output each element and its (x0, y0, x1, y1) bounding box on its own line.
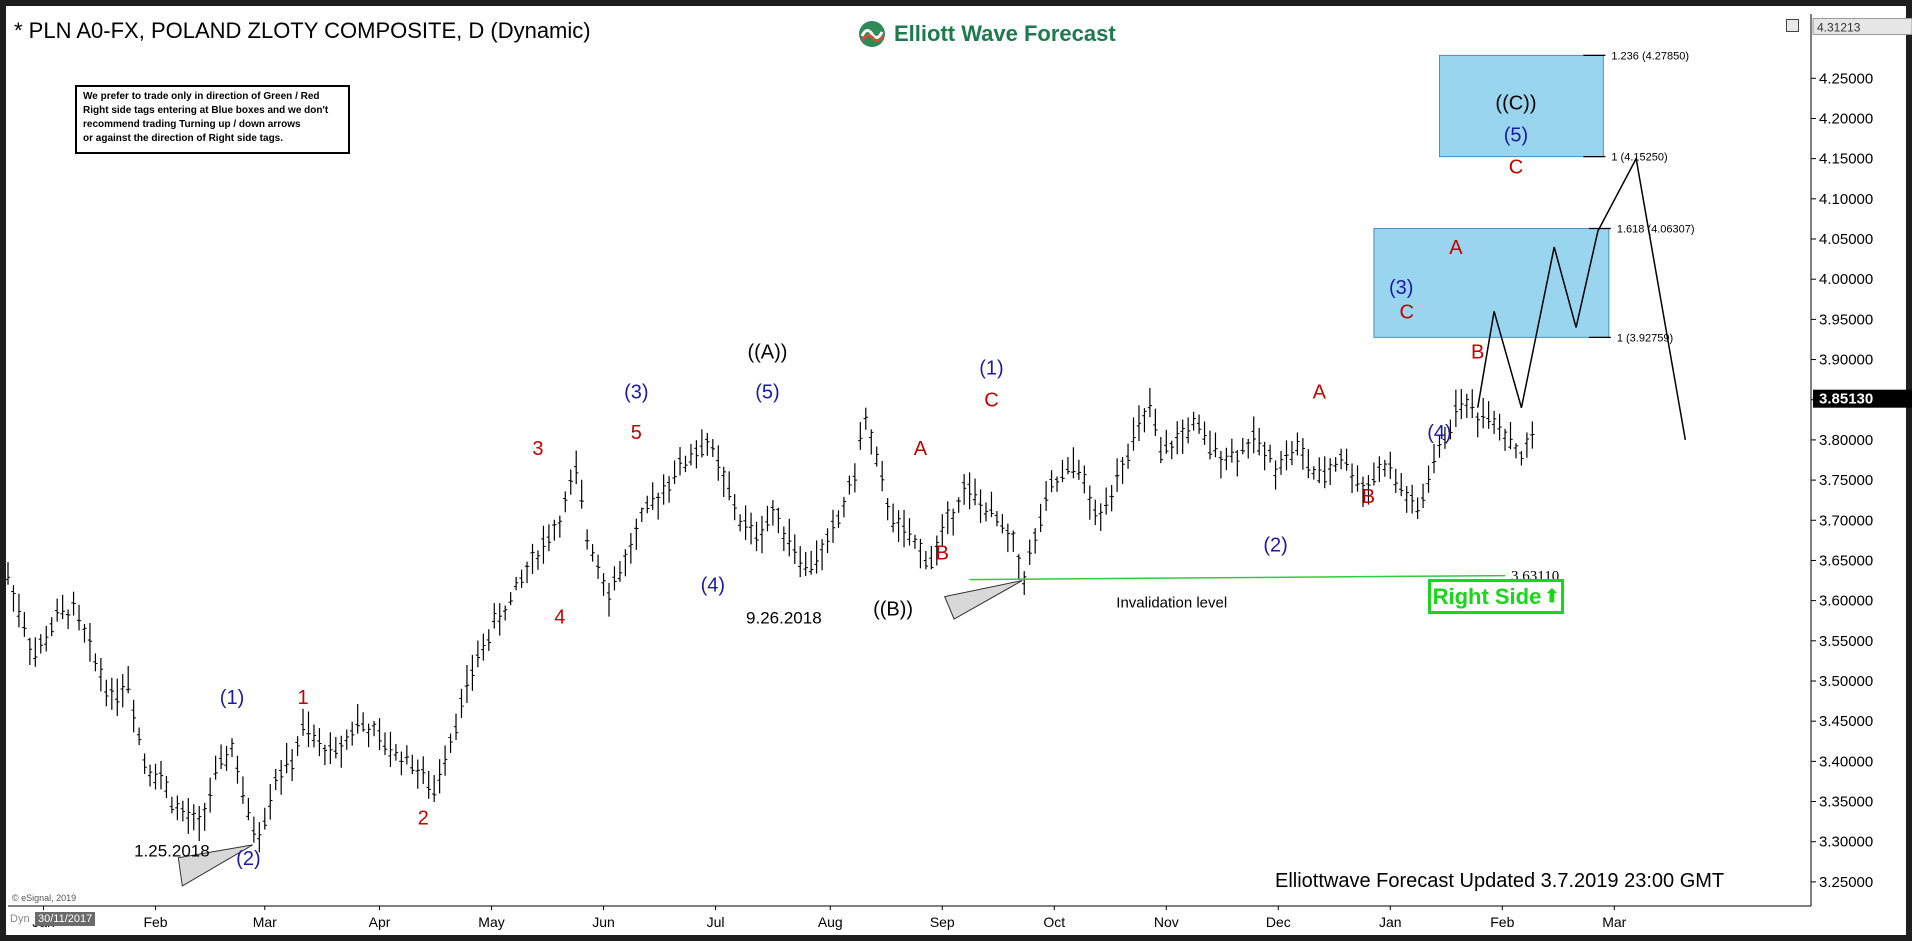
pointer-1-25-2018 (177, 844, 253, 887)
copyright-notice: © eSignal, 2019 (12, 893, 77, 903)
month-label: Oct (1043, 914, 1065, 930)
start-date-box[interactable]: 30/11/2017 (35, 912, 96, 926)
month-label: Jul (707, 914, 725, 930)
month-label: Nov (1154, 914, 1179, 930)
up-arrow-icon: ⬆ (1544, 586, 1560, 606)
month-label: May (478, 914, 504, 930)
brand-logo: Elliott Wave Forecast (858, 20, 1116, 48)
wave-label: B (1471, 342, 1484, 364)
dyn-label[interactable]: Dyn (10, 913, 30, 925)
wave-label: (4) (701, 575, 725, 597)
month-label: Jun (592, 914, 615, 930)
wave-label: ((C)) (1495, 92, 1536, 114)
month-label: Apr (369, 914, 391, 930)
month-label: Aug (818, 914, 843, 930)
price-tick-label: 4.25000 (1819, 70, 1873, 87)
wave-label: C (1399, 301, 1413, 323)
wave-label: (3) (624, 382, 648, 404)
wave-label: (5) (755, 382, 779, 404)
top-price-label: 4.31213 (1817, 20, 1861, 34)
wave-label: 5 (631, 422, 642, 444)
fib-level-label: 1 (3.92759) (1617, 332, 1673, 344)
price-tick-label: 3.25000 (1819, 874, 1873, 891)
fib-level-label: 1.618 (4.06307) (1617, 224, 1695, 236)
note-line: We prefer to trade only in direction of … (83, 91, 320, 102)
wave-label: (2) (236, 848, 260, 870)
month-label: Feb (143, 914, 167, 930)
price-tick-label: 3.80000 (1819, 432, 1873, 449)
price-tick-label: 3.35000 (1819, 794, 1873, 811)
wave-label: A (1313, 382, 1327, 404)
note-line: recommend trading Turning up / down arro… (83, 119, 301, 130)
wave-label: (1) (979, 358, 1003, 380)
price-tick-label: 3.45000 (1819, 713, 1873, 730)
wave-label: (5) (1504, 125, 1528, 147)
price-tick-label: 3.65000 (1819, 552, 1873, 569)
price-tick-label: 3.55000 (1819, 633, 1873, 650)
price-tick-label: 3.30000 (1819, 834, 1873, 851)
right-side-label: Right Side (1432, 583, 1542, 609)
price-tick-label: 4.05000 (1819, 231, 1873, 248)
price-tick-label: 3.75000 (1819, 472, 1873, 489)
price-tick-label: 4.00000 (1819, 271, 1873, 288)
month-label: Jan (1379, 914, 1402, 930)
wave-label: 2 (418, 808, 429, 830)
blue-target-box (1373, 228, 1610, 338)
brand-name: Elliott Wave Forecast (894, 21, 1116, 46)
wave-label: 1 (297, 687, 308, 709)
price-tick-label: 3.70000 (1819, 512, 1873, 529)
current-price-label: 3.85130 (1819, 391, 1873, 408)
elliott-wave-logo-icon (859, 21, 885, 47)
price-tick-label: 3.50000 (1819, 673, 1873, 690)
right-side-tag: Right Side ⬆ (1428, 579, 1564, 614)
price-tick-label: 3.90000 (1819, 352, 1873, 369)
price-tick-label: 4.10000 (1819, 191, 1873, 208)
wave-label: B (1362, 486, 1375, 508)
current-price-box (1813, 389, 1912, 408)
wave-label: ((B)) (873, 599, 913, 621)
wave-label: 4 (554, 607, 565, 629)
wave-label: B (936, 542, 949, 564)
price-tick-label: 3.40000 (1819, 753, 1873, 770)
wave-label: 1.25.2018 (134, 842, 210, 861)
wave-label: 3 (532, 438, 543, 460)
price-tick-label: 3.60000 (1819, 593, 1873, 610)
wave-label: (3) (1389, 277, 1413, 299)
projection-path (1476, 156, 1687, 441)
wave-label: A (914, 438, 928, 460)
fib-level-label: 1.236 (4.27850) (1611, 50, 1689, 62)
chart-menu-icon[interactable] (1786, 19, 1799, 32)
updated-timestamp: Elliottwave Forecast Updated 3.7.2019 23… (1275, 870, 1725, 892)
wave-label: C (1509, 157, 1523, 179)
price-tick-label: 4.20000 (1819, 110, 1873, 127)
pointer-9-26-2018 (943, 580, 1023, 620)
trading-note: We prefer to trade only in direction of … (75, 85, 350, 154)
month-label: Dec (1266, 914, 1291, 930)
wave-label: (4) (1427, 422, 1451, 444)
invalidation-line (969, 574, 1506, 581)
note-line: Right side tags entering at Blue boxes a… (83, 105, 329, 116)
fib-level-label: 1 (4.15250) (1611, 152, 1667, 164)
wave-label: A (1449, 237, 1463, 259)
top-price-box (1812, 17, 1912, 35)
note-line: or against the direction of Right side t… (83, 133, 284, 144)
month-label: Feb (1490, 914, 1514, 930)
wave-label: 9.26.2018 (746, 609, 822, 628)
price-tick-label: 4.15000 (1819, 151, 1873, 168)
blue-target-box (1438, 54, 1604, 158)
wave-label: ((A)) (747, 342, 787, 364)
wave-label: C (984, 390, 998, 412)
wave-label: (1) (220, 687, 244, 709)
wave-label: Invalidation level (1116, 595, 1227, 612)
month-label: Sep (930, 914, 955, 930)
chart-title: * PLN A0-FX, POLAND ZLOTY COMPOSITE, D (… (14, 18, 591, 43)
price-tick-label: 3.95000 (1819, 311, 1873, 328)
month-label: Mar (1602, 914, 1626, 930)
wave-label: (2) (1263, 534, 1287, 556)
month-label: Mar (253, 914, 277, 930)
